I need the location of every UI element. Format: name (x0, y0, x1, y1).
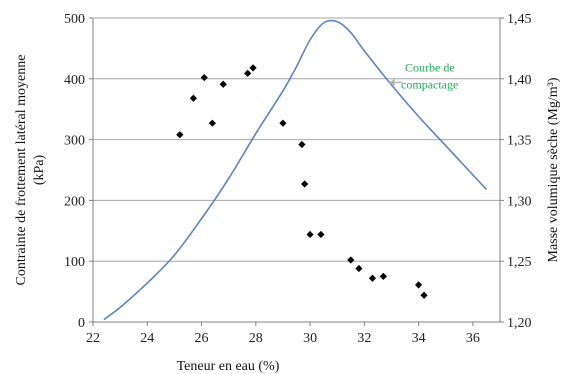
y-left-tick-label-5: 500 (64, 12, 85, 27)
y-left-axis-title-line1: Contrainte de frottement latéral moyenne (14, 55, 29, 286)
y-left-axis-title-line2: (kPa) (32, 155, 47, 186)
annotation-text-line2: compactage (401, 78, 458, 92)
data-point-10 (306, 230, 314, 239)
y-left-tick-label-2: 200 (64, 194, 85, 209)
annotation-arrow-head (388, 78, 395, 86)
x-tick-label-4: 30 (303, 331, 317, 346)
gridlines (93, 17, 500, 262)
data-point-8 (298, 140, 306, 149)
x-tick-label-6: 34 (412, 331, 426, 346)
x-tick-label-2: 26 (195, 331, 209, 346)
y-right-tick-label-4: 1,40 (507, 73, 532, 88)
data-point-9 (301, 180, 309, 188)
y-left-tick-label-3: 300 (64, 134, 85, 149)
data-point-7 (279, 119, 287, 127)
annotation-text-line1: Courbe de (405, 61, 455, 75)
y-left-tick-label-4: 400 (64, 73, 85, 88)
data-point-12 (347, 256, 355, 264)
data-point-13 (355, 264, 363, 273)
x-tick-label-0: 22 (86, 331, 100, 346)
annotation-layer: Courbe de compactage (388, 61, 458, 92)
y-right-tick-label-3: 1,35 (507, 134, 532, 149)
data-point-4 (219, 80, 227, 88)
x-axis-title: Teneur en eau (%) (177, 359, 280, 374)
x-tick-label-1: 24 (140, 331, 154, 346)
y-right-tick-labels: 1,20 1,25 1,30 1,35 1,40 1,45 (507, 12, 532, 331)
x-tick-label-5: 32 (357, 331, 371, 346)
data-point-11 (317, 230, 325, 239)
data-point-5 (244, 69, 252, 77)
x-tick-label-3: 28 (249, 331, 263, 346)
y-right-tick-label-1: 1,25 (507, 255, 532, 270)
data-point-2 (200, 73, 208, 82)
y-right-tick-label-5: 1,45 (507, 12, 532, 27)
y-right-tick-label-0: 1,20 (507, 316, 532, 331)
data-point-3 (208, 119, 216, 127)
data-point-0 (176, 131, 184, 139)
y-right-axis-title: Masse volumique sèche (Mg/m³) (546, 77, 561, 262)
data-point-17 (420, 291, 428, 299)
data-point-1 (189, 94, 197, 102)
y-left-tick-label-0: 0 (78, 316, 85, 331)
y-right-tick-label-2: 1,30 (507, 194, 532, 209)
data-point-16 (415, 281, 423, 289)
x-tick-labels: 22 24 26 28 30 32 34 36 (86, 331, 480, 346)
data-point-14 (368, 274, 377, 282)
axes (89, 17, 504, 326)
data-point-15 (379, 272, 387, 280)
series-layer (103, 19, 488, 321)
y-left-tick-label-1: 100 (64, 255, 85, 270)
compaction-curve-line (103, 19, 488, 321)
x-tick-label-7: 36 (466, 331, 480, 346)
y-left-tick-labels: 0 100 200 300 400 500 (64, 12, 85, 331)
data-point-6 (249, 64, 257, 72)
